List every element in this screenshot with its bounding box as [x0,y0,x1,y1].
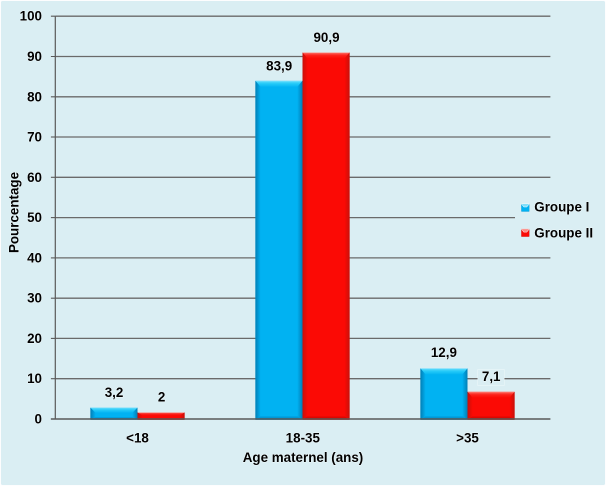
svg-text:83,9: 83,9 [266,58,292,73]
svg-text:3,2: 3,2 [105,385,124,400]
svg-text:20: 20 [27,331,42,346]
svg-text:12,9: 12,9 [431,345,457,360]
svg-text:Age maternel (ans): Age maternel (ans) [243,450,364,465]
svg-text:>35: >35 [456,430,479,445]
svg-text:2: 2 [158,389,165,404]
svg-text:30: 30 [27,291,42,306]
svg-text:40: 40 [27,250,42,265]
svg-text:0: 0 [35,412,42,427]
svg-text:10: 10 [27,371,42,386]
svg-text:7,1: 7,1 [482,369,501,384]
svg-text:Groupe I: Groupe I [534,200,589,215]
svg-text:<18: <18 [126,430,149,445]
svg-text:80: 80 [27,89,42,104]
svg-text:18-35: 18-35 [286,430,321,445]
svg-text:90: 90 [27,49,42,64]
svg-text:Pourcentage: Pourcentage [6,172,21,253]
svg-text:100: 100 [20,9,42,24]
svg-text:Groupe II: Groupe II [534,225,593,240]
svg-text:50: 50 [27,210,42,225]
svg-text:90,9: 90,9 [313,30,339,45]
svg-text:70: 70 [27,130,42,145]
svg-text:60: 60 [27,170,42,185]
